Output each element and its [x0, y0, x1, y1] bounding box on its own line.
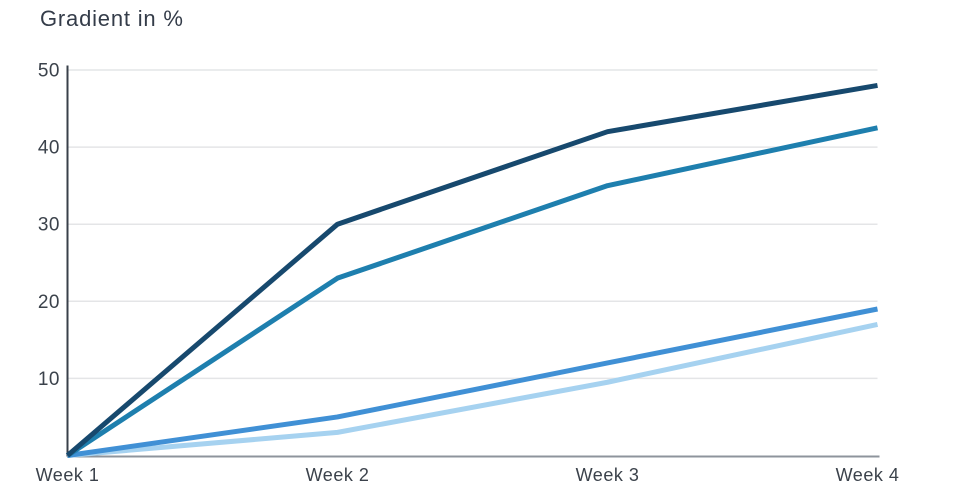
y-tick-label: 20 — [38, 292, 60, 313]
series-teal-line — [66, 125, 879, 458]
y-tick-label: 30 — [38, 215, 60, 236]
y-tick-label: 40 — [38, 138, 60, 159]
series-medium-blue-line — [67, 306, 878, 458]
x-tick-label: Week 2 — [306, 465, 370, 485]
series-light-blue-line — [67, 321, 879, 458]
x-tick-label: Week 1 — [36, 465, 100, 485]
y-tick-label: 10 — [38, 369, 60, 390]
y-tick-label: 50 — [38, 61, 60, 82]
chart-title: Gradient in % — [40, 6, 184, 31]
x-tick-label: Week 3 — [576, 465, 640, 485]
x-tick-label: Week 4 — [836, 465, 900, 485]
series-navy-line — [65, 82, 878, 458]
